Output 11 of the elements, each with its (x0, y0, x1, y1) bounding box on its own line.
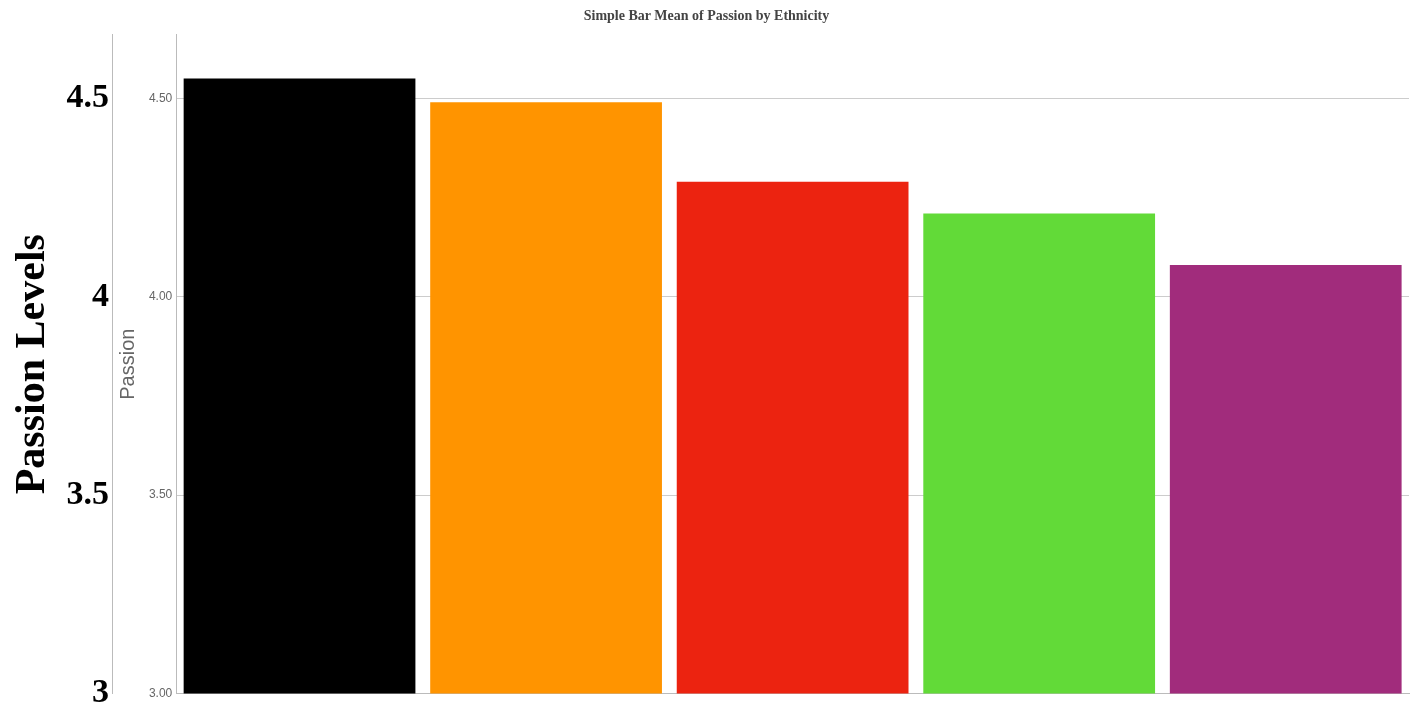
y-tick-label: 4 (91, 275, 109, 313)
y-tick-label: 3 (91, 672, 109, 710)
y2-tick-label: 3.50 (148, 487, 173, 502)
y-axis-title: Passion Levels (7, 234, 54, 495)
y-tick-label: 3.5 (66, 473, 109, 511)
chart-title: Simple Bar Mean of Passion by Ethnicity (583, 8, 830, 24)
y2-tick-label: 3.00 (148, 685, 173, 700)
y2-tick-label: 4.00 (148, 289, 173, 304)
y2-tick-label: 4.50 (148, 90, 173, 105)
y2-axis-title: Passion (116, 328, 139, 400)
y-tick-label: 4.5 (66, 77, 109, 115)
